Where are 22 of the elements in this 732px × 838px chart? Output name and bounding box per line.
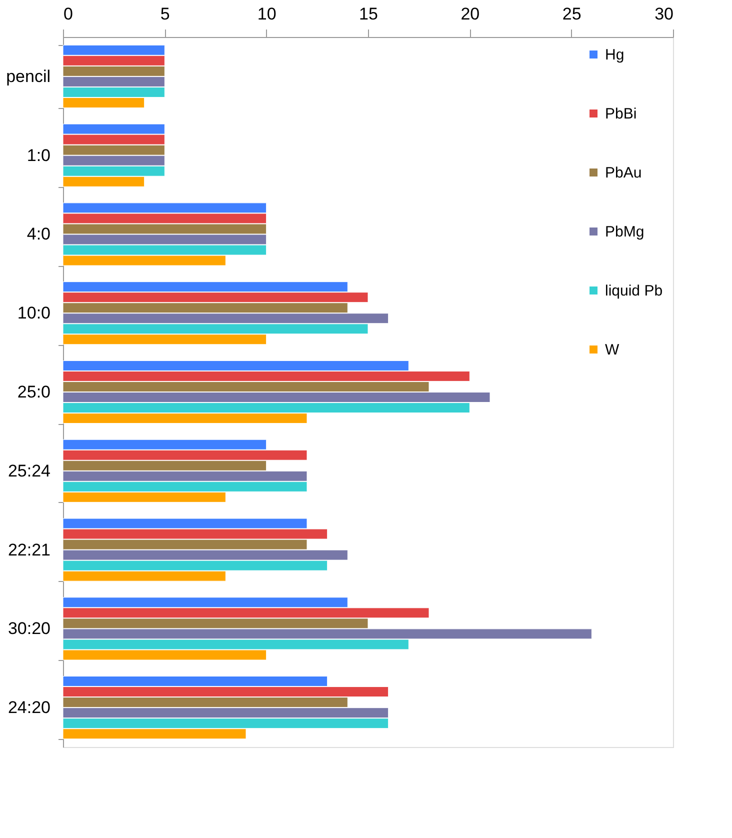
- legend-label: PbMg: [605, 224, 644, 240]
- y-tick-label: 30:20: [8, 619, 50, 638]
- x-tick-label: 0: [64, 4, 73, 24]
- legend-label: W: [605, 342, 620, 358]
- x-tick-label: 10: [257, 4, 276, 24]
- legend-label: PbBi: [605, 106, 637, 122]
- legend-label: PbAu: [605, 164, 642, 182]
- y-tick-label: 10:0: [17, 304, 50, 323]
- x-tick-label: 5: [160, 4, 170, 24]
- y-tick-label: 25:0: [17, 382, 50, 402]
- x-tick-label: 25: [562, 4, 582, 24]
- x-tick-label: 30: [654, 4, 674, 24]
- x-tick-label: 20: [460, 4, 480, 24]
- legend-label: Hg: [605, 46, 624, 64]
- y-tick-label: pencil: [6, 66, 50, 86]
- legend-label: liquid Pb: [605, 282, 663, 300]
- y-tick-label: 1:0: [26, 146, 50, 165]
- x-tick-label: 15: [359, 4, 378, 24]
- y-tick-label: 24:20: [8, 698, 50, 718]
- y-tick-label: 22:21: [8, 540, 50, 560]
- y-tick-label: 25:24: [8, 461, 50, 480]
- y-tick-label: 4:0: [26, 224, 50, 244]
